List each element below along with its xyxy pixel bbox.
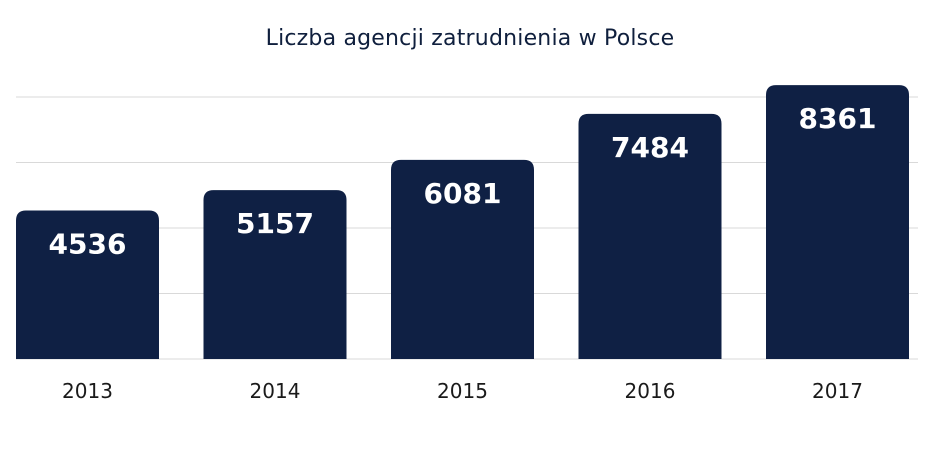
value-label-2015: 6081 xyxy=(424,177,502,210)
bar-2014 xyxy=(203,190,347,359)
x-tick-labels: 2013 2014 2015 2016 2017 xyxy=(62,379,863,403)
chart-title: Liczba agencji zatrudnienia w Polsce xyxy=(265,26,675,51)
value-label-2017: 8361 xyxy=(799,102,877,135)
bar-2017 xyxy=(766,85,909,360)
value-label-2016: 7484 xyxy=(611,131,689,164)
value-labels: 4536 5157 6081 7484 8361 xyxy=(49,102,877,260)
x-tick-label-2014: 2014 xyxy=(250,379,301,403)
bar-2016 xyxy=(578,113,722,359)
value-label-2014: 5157 xyxy=(236,207,314,240)
value-label-2013: 4536 xyxy=(49,227,127,260)
bar-2015 xyxy=(391,159,534,359)
x-tick-label-2013: 2013 xyxy=(62,379,113,403)
bar-2013 xyxy=(16,210,159,359)
x-tick-label-2017: 2017 xyxy=(812,379,863,403)
x-tick-label-2016: 2016 xyxy=(625,379,676,403)
bars xyxy=(16,85,909,360)
x-tick-label-2015: 2015 xyxy=(437,379,488,403)
